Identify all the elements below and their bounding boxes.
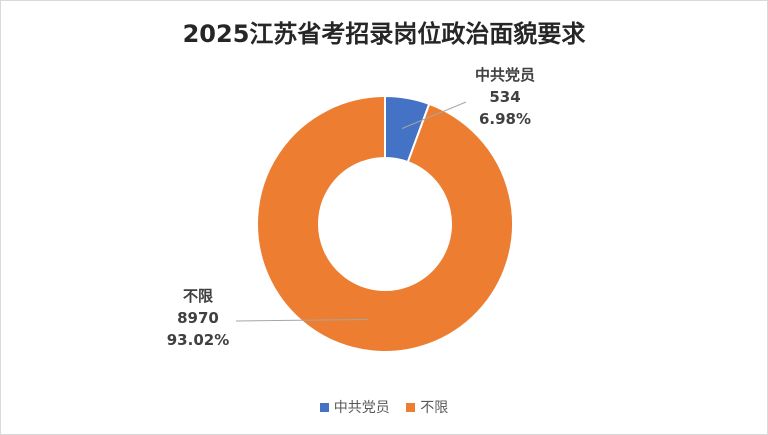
chart-title: 2025江苏省考招录岗位政治面貌要求 — [182, 20, 586, 48]
data-label-unlimited-value: 8970 — [177, 309, 219, 327]
legend-swatch-party-member — [319, 402, 329, 412]
data-label-unlimited-category: 不限 — [183, 287, 213, 305]
data-label-party-member-value: 534 — [489, 88, 520, 106]
data-label-unlimited-percent: 93.02% — [167, 331, 229, 349]
slice-unlimited — [256, 94, 514, 353]
legend-item-unlimited: 不限 — [406, 397, 448, 417]
leader-line-unlimited — [235, 318, 368, 322]
legend-swatch-unlimited — [406, 402, 416, 412]
legend-label-unlimited: 不限 — [420, 400, 449, 416]
leader-line-party-member — [401, 101, 467, 129]
chart-legend: 中共党员 不限 — [0, 397, 768, 417]
legend-label-party-member: 中共党员 — [333, 400, 390, 416]
legend-item-party-member: 中共党员 — [319, 397, 390, 417]
data-label-party-member-percent: 6.98% — [479, 110, 531, 128]
data-label-party-member-category: 中共党员 — [475, 66, 535, 84]
